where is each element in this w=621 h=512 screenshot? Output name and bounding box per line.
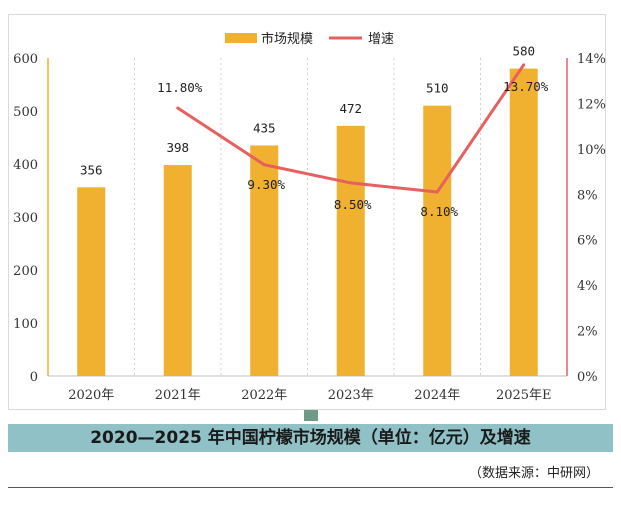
bar-value-label: 472 [339,101,362,116]
left-tick-label: 600 [13,52,38,67]
bar-value-label: 356 [80,162,103,177]
bar [163,165,192,376]
right-tick-label: 4% [577,279,598,294]
left-tick-label: 400 [13,158,38,173]
bar [509,68,538,376]
bar-labels: 356 398 435 472 510 580 [80,44,535,178]
data-source: （数据来源：中研网） [468,466,599,481]
bar-value-label: 435 [253,120,276,135]
x-tick-label: 2023年 [328,388,374,403]
line-point [522,63,526,67]
bar-value-label: 580 [512,44,535,59]
right-tick-label: 8% [577,188,598,203]
right-axis-ticks: 0% 2% 4% 6% 8% 10% 12% 14% [577,52,606,385]
legend-bar-label: 市场规模 [261,31,313,47]
left-tick-label: 500 [13,105,38,120]
bottom-divider [8,487,613,488]
right-tick-label: 14% [577,52,606,67]
bar [250,145,279,376]
bar [77,187,106,376]
line-series [176,63,526,194]
right-tick-label: 12% [577,97,606,112]
bar [423,105,452,376]
x-tick-label: 2020年 [68,388,114,403]
bar-value-label: 510 [426,81,449,96]
x-tick-label: 2024年 [414,388,460,403]
x-axis-ticks: 2020年 2021年 2022年 2023年 2024年 2025年E [68,388,551,403]
bar-value-label: 398 [166,140,189,155]
left-tick-label: 100 [13,317,38,332]
chart-caption-title: 2020—2025 年中国柠檬市场规模（单位：亿元）及增速 [8,424,613,452]
legend-line-label: 增速 [368,32,394,47]
x-tick-label: 2021年 [155,388,201,403]
x-tick-label: 2025年E [496,388,552,403]
axes [47,58,568,377]
grid-lines [134,58,481,376]
line-point [435,190,439,194]
right-tick-label: 0% [577,370,598,385]
right-tick-label: 10% [577,143,606,158]
x-tick-label: 2022年 [241,388,287,403]
line-point [349,181,353,185]
right-tick-label: 2% [577,325,598,340]
line-value-label: 11.80% [157,80,203,95]
line-point [262,163,266,167]
left-tick-label: 200 [13,264,38,279]
legend-bar-swatch [225,33,257,43]
right-tick-label: 6% [577,234,598,249]
left-tick-label: 0 [30,370,38,385]
line-point [176,106,180,110]
connector-block [304,410,318,421]
bar [336,125,365,376]
line-value-label: 8.50% [334,197,372,212]
line-labels: 11.80% 9.30% 8.50% 8.10% 13.70% [157,79,549,219]
line-value-label: 9.30% [247,177,285,192]
left-tick-label: 300 [13,211,38,226]
bar-series [77,68,538,376]
legend: 市场规模 增速 [225,31,394,47]
line-value-label: 8.10% [420,204,458,219]
left-axis-ticks: 0 100 200 300 400 500 600 [13,52,38,385]
line-value-label: 13.70% [503,79,549,94]
